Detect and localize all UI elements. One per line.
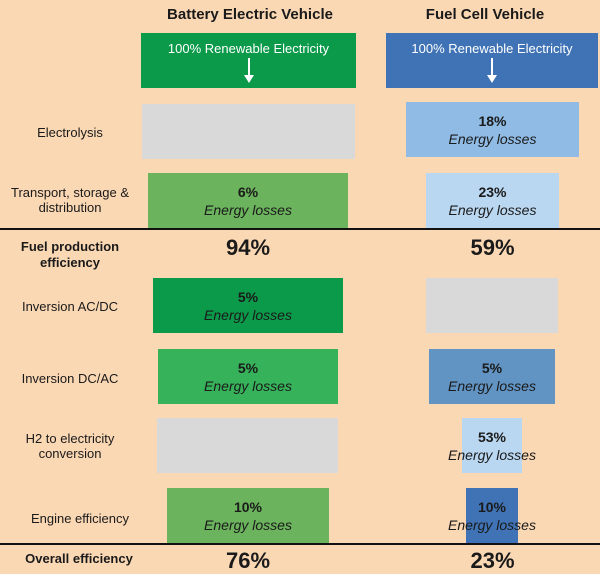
row-label-inversion-dcac: Inversion DC/AC — [21, 370, 119, 386]
bev-transport-sub: Energy losses — [204, 201, 292, 218]
bev-inversion-dcac-sub: Energy losses — [204, 377, 292, 394]
row-label-overall: Overall efficiency — [25, 551, 133, 566]
row-label-engine: Engine efficiency — [30, 510, 130, 526]
bev-inversion-dcac-block: 5% Energy losses — [158, 349, 338, 404]
bev-source-box: 100% Renewable Electricity — [141, 33, 356, 88]
fcv-inversion-dcac-block: 5% Energy losses — [429, 349, 555, 404]
fcv-engine-pct: 10% — [477, 498, 507, 515]
fcv-h2-conversion-pct: 53% — [477, 428, 507, 445]
bev-overall-value: 76% — [225, 548, 271, 573]
bev-inversion-dcac-pct: 5% — [237, 359, 259, 376]
bev-transport-block: 6% Energy losses — [148, 173, 348, 228]
divider-fuel-production — [0, 228, 600, 230]
fcv-fuel-production-value: 59% — [470, 235, 515, 260]
fcv-electrolysis-block: 18% Energy losses — [406, 102, 579, 157]
arrow-down-icon — [243, 58, 254, 83]
bev-source-label: 100% Renewable Electricity — [167, 41, 330, 56]
bev-engine-sub: Energy losses — [204, 516, 292, 533]
bev-fuel-production-value: 94% — [225, 235, 271, 260]
row-label-electrolysis: Electrolysis — [37, 124, 103, 140]
row-label-fuel-production: Fuel production efficiency — [20, 239, 120, 270]
fcv-inversion-acdc-empty-block — [426, 278, 558, 333]
fcv-source-label: 100% Renewable Electricity — [411, 41, 573, 56]
bev-engine-block: 10% Energy losses — [167, 488, 329, 543]
fcv-h2-conversion-sub: Energy losses — [448, 446, 536, 463]
row-label-h2-conversion: H2 to electricity conversion — [25, 431, 115, 461]
bev-engine-pct: 10% — [233, 498, 263, 515]
fcv-electrolysis-pct: 18% — [478, 112, 507, 129]
fcv-column-title: Fuel Cell Vehicle — [425, 6, 545, 23]
bev-inversion-acdc-pct: 5% — [237, 288, 259, 305]
fcv-engine-sub: Energy losses — [448, 516, 536, 533]
fcv-transport-block: 23% Energy losses — [426, 173, 559, 228]
fcv-inversion-dcac-sub: Energy losses — [448, 377, 536, 394]
fcv-overall-value: 23% — [470, 548, 515, 573]
arrow-down-icon — [487, 58, 497, 83]
bev-electrolysis-empty-block — [142, 104, 355, 159]
fcv-source-box: 100% Renewable Electricity — [386, 33, 598, 88]
divider-overall — [0, 543, 600, 545]
fcv-engine-block: 10% Energy losses — [448, 488, 536, 543]
bev-transport-pct: 6% — [237, 183, 259, 200]
bev-column-title: Battery Electric Vehicle — [167, 6, 333, 23]
fcv-inversion-dcac-pct: 5% — [481, 359, 503, 376]
bev-inversion-acdc-block: 5% Energy losses — [153, 278, 343, 333]
row-label-inversion-acdc: Inversion AC/DC — [21, 298, 119, 314]
row-label-transport: Transport, storage & distribution — [10, 185, 129, 215]
fcv-electrolysis-sub: Energy losses — [448, 130, 537, 147]
fcv-transport-sub: Energy losses — [448, 201, 537, 218]
bev-h2-conversion-empty-block — [157, 418, 338, 473]
fcv-h2-conversion-block: 53% Energy losses — [448, 418, 536, 473]
fcv-transport-pct: 23% — [478, 183, 507, 200]
bev-inversion-acdc-sub: Energy losses — [204, 306, 292, 323]
